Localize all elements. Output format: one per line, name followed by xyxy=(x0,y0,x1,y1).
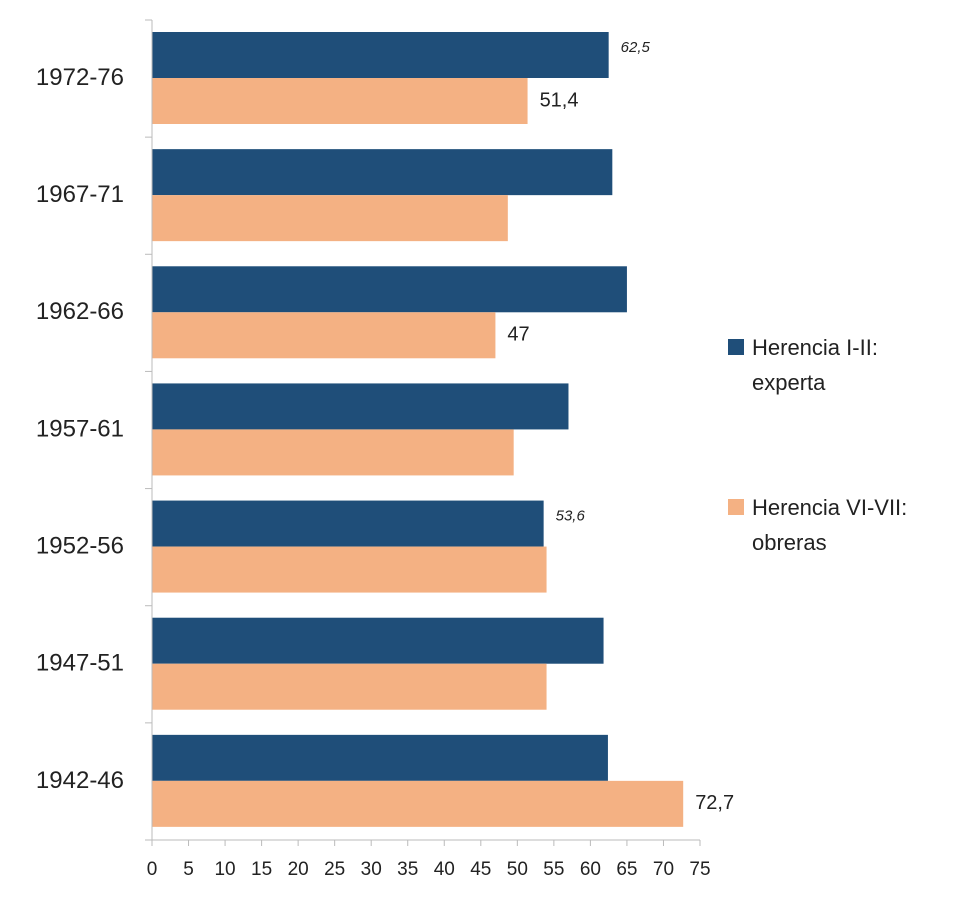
x-tick-label: 30 xyxy=(361,859,382,880)
x-tick-label: 35 xyxy=(397,859,418,880)
legend-label: Herencia I-II: experta xyxy=(752,335,878,396)
y-tick-label: 1947-51 xyxy=(36,650,124,677)
x-tick-label: 50 xyxy=(507,859,528,880)
data-label: 72,7 xyxy=(695,792,734,814)
y-tick-label: 1942-46 xyxy=(36,767,124,794)
data-label: 53,6 xyxy=(556,508,586,525)
y-tick-label: 1967-71 xyxy=(36,181,124,208)
x-tick-label: 45 xyxy=(470,859,491,880)
x-tick-label: 60 xyxy=(580,859,601,880)
bar xyxy=(152,195,508,242)
x-tick-label: 75 xyxy=(689,859,710,880)
x-tick-label: 15 xyxy=(251,859,272,880)
x-tick-label: 10 xyxy=(214,859,235,880)
bar xyxy=(152,312,496,359)
bar xyxy=(152,266,627,313)
x-tick-label: 70 xyxy=(653,859,674,880)
x-tick-label: 65 xyxy=(616,859,637,880)
bar xyxy=(152,734,608,781)
bar xyxy=(152,78,528,124)
data-label: 62,5 xyxy=(621,39,651,56)
x-tick-label: 0 xyxy=(147,859,158,880)
bar xyxy=(152,663,547,710)
x-tick-label: 5 xyxy=(183,859,194,880)
bar xyxy=(152,546,547,593)
bar xyxy=(152,429,514,476)
bar xyxy=(152,617,604,664)
data-label: 51,4 xyxy=(540,89,579,111)
data-label: 47 xyxy=(507,324,529,346)
bar xyxy=(152,149,613,196)
x-tick-label: 25 xyxy=(324,859,345,880)
y-tick-label: 1962-66 xyxy=(36,298,124,325)
bar xyxy=(152,780,684,827)
bar xyxy=(152,383,569,430)
x-tick-label: 55 xyxy=(543,859,564,880)
y-tick-label: 1952-56 xyxy=(36,532,124,559)
bar xyxy=(152,500,544,547)
x-tick-label: 20 xyxy=(288,859,309,880)
legend-item: Herencia VI-VII: obreras xyxy=(728,490,953,560)
legend-item: Herencia I-II: experta xyxy=(728,330,953,400)
y-tick-label: 1972-76 xyxy=(36,64,124,91)
y-tick-label: 1957-61 xyxy=(36,415,124,442)
legend-label: Herencia VI-VII: obreras xyxy=(752,495,908,556)
x-tick-label: 40 xyxy=(434,859,455,880)
legend-swatch xyxy=(728,339,744,355)
legend-swatch xyxy=(728,499,744,515)
bar xyxy=(152,32,609,78)
